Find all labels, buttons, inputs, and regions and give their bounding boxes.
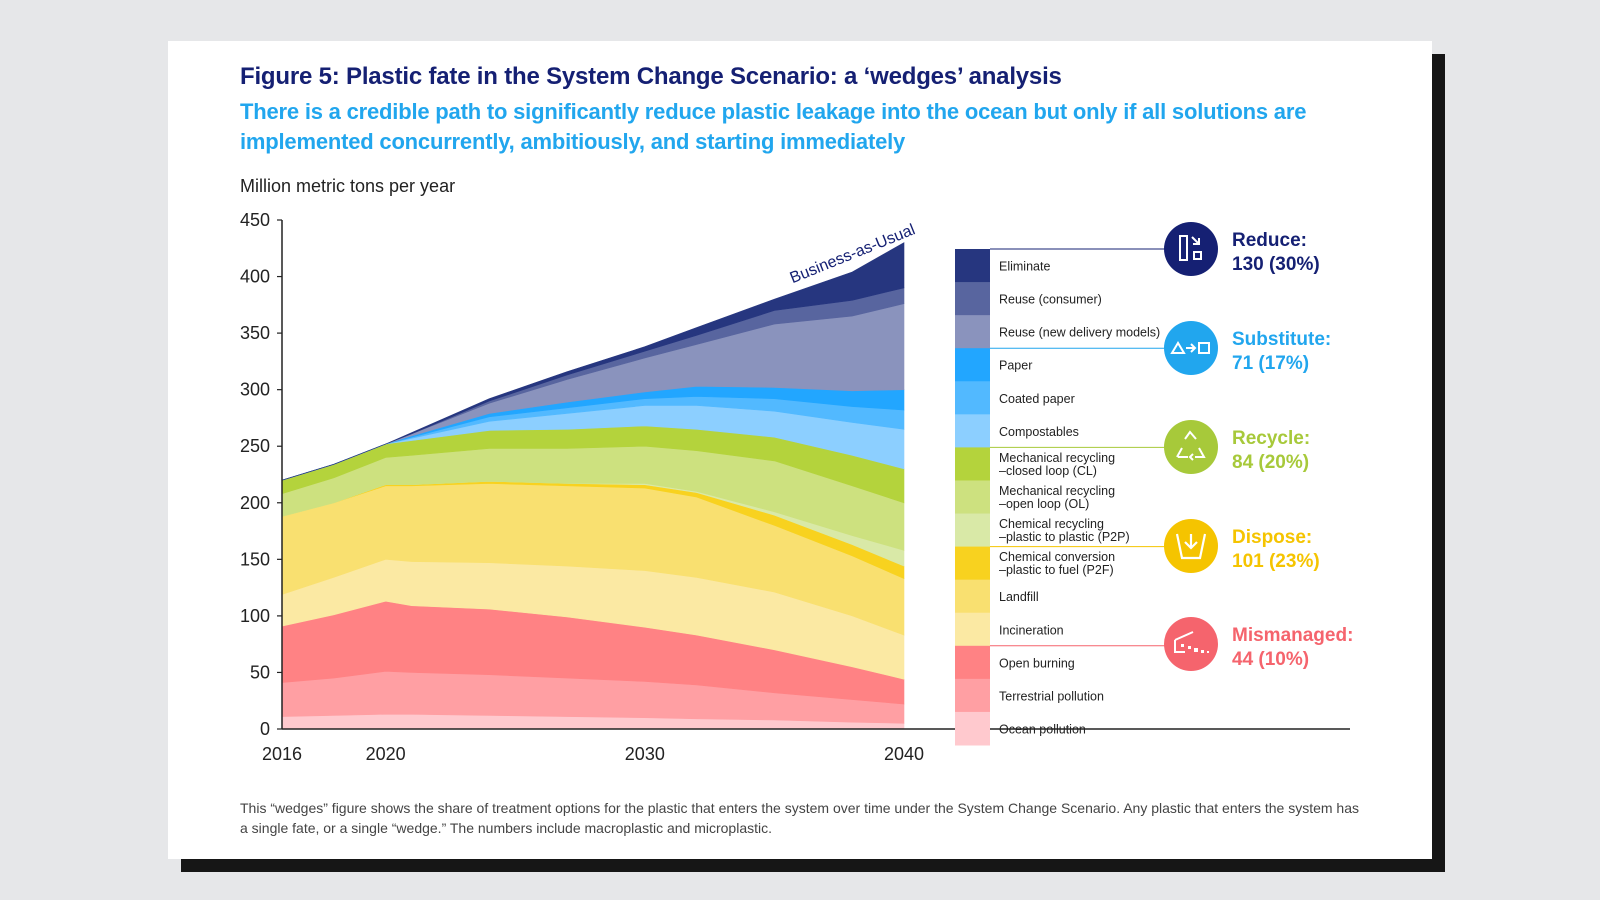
group-dispose: Dispose: 101 (23%) bbox=[990, 519, 1320, 573]
legend-label: Compostables bbox=[999, 425, 1079, 439]
legend-swatch bbox=[955, 711, 990, 746]
y-tick-label: 100 bbox=[240, 606, 270, 626]
legend-item-reuse-new-delivery-models: Reuse (new delivery models) bbox=[955, 315, 1160, 349]
legend-swatch bbox=[955, 678, 990, 713]
legend-label: Coated paper bbox=[999, 392, 1075, 406]
reduce-icon bbox=[1179, 235, 1202, 261]
group-value: 130 (30%) bbox=[1232, 254, 1320, 275]
y-tick-label: 200 bbox=[240, 493, 270, 513]
legend-label: Chemical recycling bbox=[999, 517, 1104, 531]
group-substitute: Substitute: 71 (17%) bbox=[990, 321, 1331, 375]
legend-swatch bbox=[955, 513, 990, 548]
group-name: Dispose: bbox=[1232, 527, 1312, 548]
group-reduce: Reduce: 130 (30%) bbox=[990, 222, 1320, 276]
group-name: Reduce: bbox=[1232, 230, 1307, 251]
legend-swatch bbox=[955, 612, 990, 647]
y-tick-label: 350 bbox=[240, 323, 270, 343]
y-tick-label: 50 bbox=[250, 662, 270, 682]
legend-label: –plastic to fuel (P2F) bbox=[999, 563, 1114, 577]
legend-label: Landfill bbox=[999, 590, 1039, 604]
mismanaged-icon bbox=[1174, 631, 1209, 653]
group-value: 71 (17%) bbox=[1232, 353, 1309, 374]
x-tick-label: 2030 bbox=[625, 744, 665, 764]
legend-label: Reuse (new delivery models) bbox=[999, 326, 1160, 340]
legend-swatch bbox=[955, 579, 990, 614]
legend-label: Paper bbox=[999, 359, 1032, 373]
group-icon-circle bbox=[1164, 420, 1218, 474]
legend-item-coated-paper: Coated paper bbox=[955, 381, 1075, 415]
group-value: 101 (23%) bbox=[1232, 551, 1320, 572]
legend-item-chemical-conversion-plastic-to-fuel-p2f: Chemical conversion–plastic to fuel (P2F… bbox=[955, 546, 1115, 581]
y-tick-label: 0 bbox=[260, 719, 270, 739]
y-tick-label: 150 bbox=[240, 549, 270, 569]
legend-swatch bbox=[955, 381, 990, 415]
y-axis-units-label: Million metric tons per year bbox=[240, 176, 456, 196]
recycle-icon bbox=[1176, 430, 1206, 461]
x-tick-label: 2040 bbox=[884, 744, 924, 764]
area-eliminate bbox=[281, 242, 905, 481]
legend-label: Ocean pollution bbox=[999, 722, 1086, 736]
legend-label: Eliminate bbox=[999, 260, 1050, 274]
legend-swatch bbox=[955, 414, 990, 448]
legend-label: –plastic to plastic (P2P) bbox=[999, 530, 1130, 544]
y-tick-label: 450 bbox=[240, 210, 270, 230]
y-tick-label: 400 bbox=[240, 267, 270, 287]
substitute-icon bbox=[1170, 341, 1210, 354]
legend-swatch bbox=[955, 315, 990, 349]
legend-swatch bbox=[955, 645, 990, 680]
legend-label: Reuse (consumer) bbox=[999, 293, 1102, 307]
legend-item-terrestrial-pollution: Terrestrial pollution bbox=[955, 678, 1104, 713]
legend-swatch bbox=[955, 348, 990, 382]
group-icon-circle bbox=[1164, 222, 1218, 276]
legend-label: Terrestrial pollution bbox=[999, 689, 1104, 703]
group-recycle: Recycle: 84 (20%) bbox=[990, 420, 1310, 474]
legend-item-incineration: Incineration bbox=[955, 612, 1064, 647]
group-value: 44 (10%) bbox=[1232, 649, 1309, 670]
legend-label: Chemical conversion bbox=[999, 550, 1115, 564]
legend-item-compostables: Compostables bbox=[955, 414, 1079, 448]
legend-swatch bbox=[955, 546, 990, 581]
group-value: 84 (20%) bbox=[1232, 452, 1309, 473]
legend-label: Open burning bbox=[999, 656, 1075, 670]
legend-item-open-burning: Open burning bbox=[955, 645, 1075, 680]
x-tick-label: 2020 bbox=[366, 744, 406, 764]
dispose-icon bbox=[1175, 533, 1207, 560]
legend-item-landfill: Landfill bbox=[955, 579, 1039, 614]
legend-label: Incineration bbox=[999, 623, 1064, 637]
legend-item-chemical-recycling-plastic-to-plastic-p2p: Chemical recycling–plastic to plastic (P… bbox=[955, 513, 1130, 548]
legend-item-mechanical-recycling-closed-loop-cl: Mechanical recycling–closed loop (CL) bbox=[955, 447, 1115, 481]
legend-swatch bbox=[955, 249, 990, 283]
legend-item-mechanical-recycling-open-loop-ol: Mechanical recycling–open loop (OL) bbox=[955, 480, 1115, 515]
stacked-areas bbox=[281, 242, 905, 730]
legend-swatch bbox=[955, 480, 990, 515]
legend-label: –open loop (OL) bbox=[999, 497, 1089, 511]
group-mismanaged: Mismanaged: 44 (10%) bbox=[990, 617, 1353, 671]
figure-title: Figure 5: Plastic fate in the System Cha… bbox=[240, 63, 1062, 90]
legend: Eliminate Reuse (consumer) Reuse (new deli… bbox=[955, 249, 1160, 746]
y-tick-label: 250 bbox=[240, 436, 270, 456]
solution-groups: Reduce: 130 (30%) Substitute: 71 (17%) Recyc… bbox=[990, 222, 1353, 671]
y-tick-label: 300 bbox=[240, 380, 270, 400]
legend-swatch bbox=[955, 282, 990, 316]
group-icon-circle bbox=[1164, 617, 1218, 671]
legend-swatch bbox=[955, 447, 990, 481]
legend-label: –closed loop (CL) bbox=[999, 464, 1097, 478]
legend-item-eliminate: Eliminate bbox=[955, 249, 1050, 283]
x-tick-label: 2016 bbox=[262, 744, 302, 764]
group-name: Mismanaged: bbox=[1232, 625, 1353, 646]
figure-caption: This “wedges” figure shows the share of … bbox=[240, 800, 1359, 836]
figure-subtitle: There is a credible path to significantl… bbox=[240, 99, 1307, 154]
legend-label: Mechanical recycling bbox=[999, 484, 1115, 498]
legend-item-reuse-consumer: Reuse (consumer) bbox=[955, 282, 1102, 316]
legend-item-paper: Paper bbox=[955, 348, 1032, 382]
group-name: Substitute: bbox=[1232, 329, 1331, 350]
legend-item-ocean-pollution: Ocean pollution bbox=[955, 711, 1086, 746]
group-name: Recycle: bbox=[1232, 428, 1310, 449]
legend-label: Mechanical recycling bbox=[999, 451, 1115, 465]
